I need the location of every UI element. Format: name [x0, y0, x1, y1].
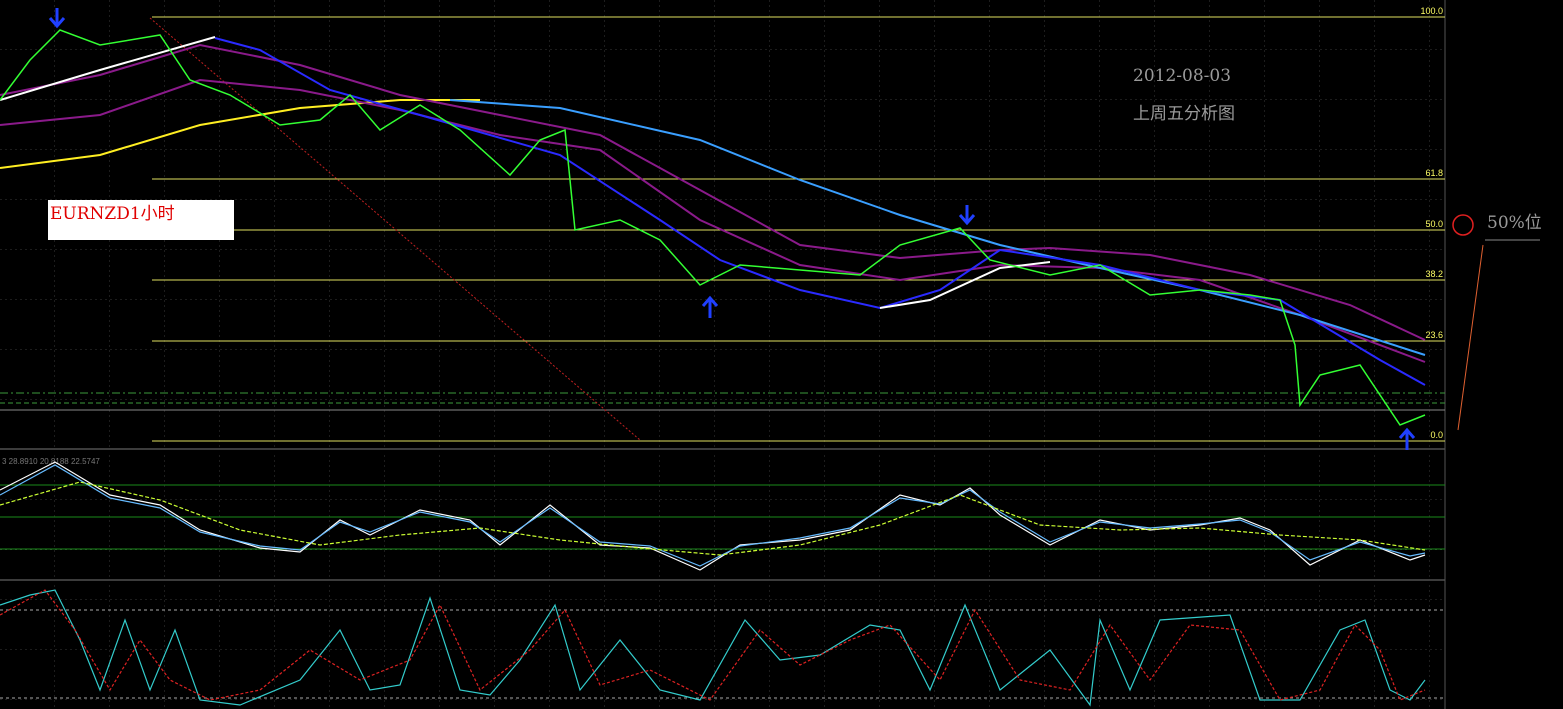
osc-grid	[0, 452, 1445, 578]
label-box	[48, 200, 234, 240]
fib-label: 0.0	[1430, 430, 1443, 440]
fib-label: 50.0	[1425, 219, 1443, 229]
stochastic-lines	[0, 589, 1426, 707]
fib-label: 38.2	[1425, 269, 1443, 279]
symbol-label: EURNZD1小时	[50, 204, 175, 224]
fib-label: 100.0	[1420, 6, 1443, 16]
marker-circle	[1452, 214, 1474, 236]
stoch-levels	[0, 609, 1445, 699]
fib-note: 50%位	[1487, 213, 1542, 233]
caption: 上周五分析图	[1133, 104, 1235, 124]
fib-label: 61.8	[1425, 168, 1443, 178]
stoch-grid	[0, 582, 1445, 709]
signal-arrows	[48, 8, 1416, 450]
pointer-line	[1457, 244, 1484, 431]
osc-levels	[0, 484, 1445, 550]
moving-averages	[0, 36, 1426, 386]
main-grid	[0, 0, 1445, 447]
fib-label: 23.6	[1425, 330, 1443, 340]
fib-lines	[152, 16, 1445, 442]
oscillator-lines	[0, 461, 1426, 571]
indicator-header: 3 28.8910 20.8188 22.5747	[2, 457, 100, 466]
date-note: 2012-08-03	[1133, 66, 1231, 86]
price-trace	[0, 29, 1426, 426]
